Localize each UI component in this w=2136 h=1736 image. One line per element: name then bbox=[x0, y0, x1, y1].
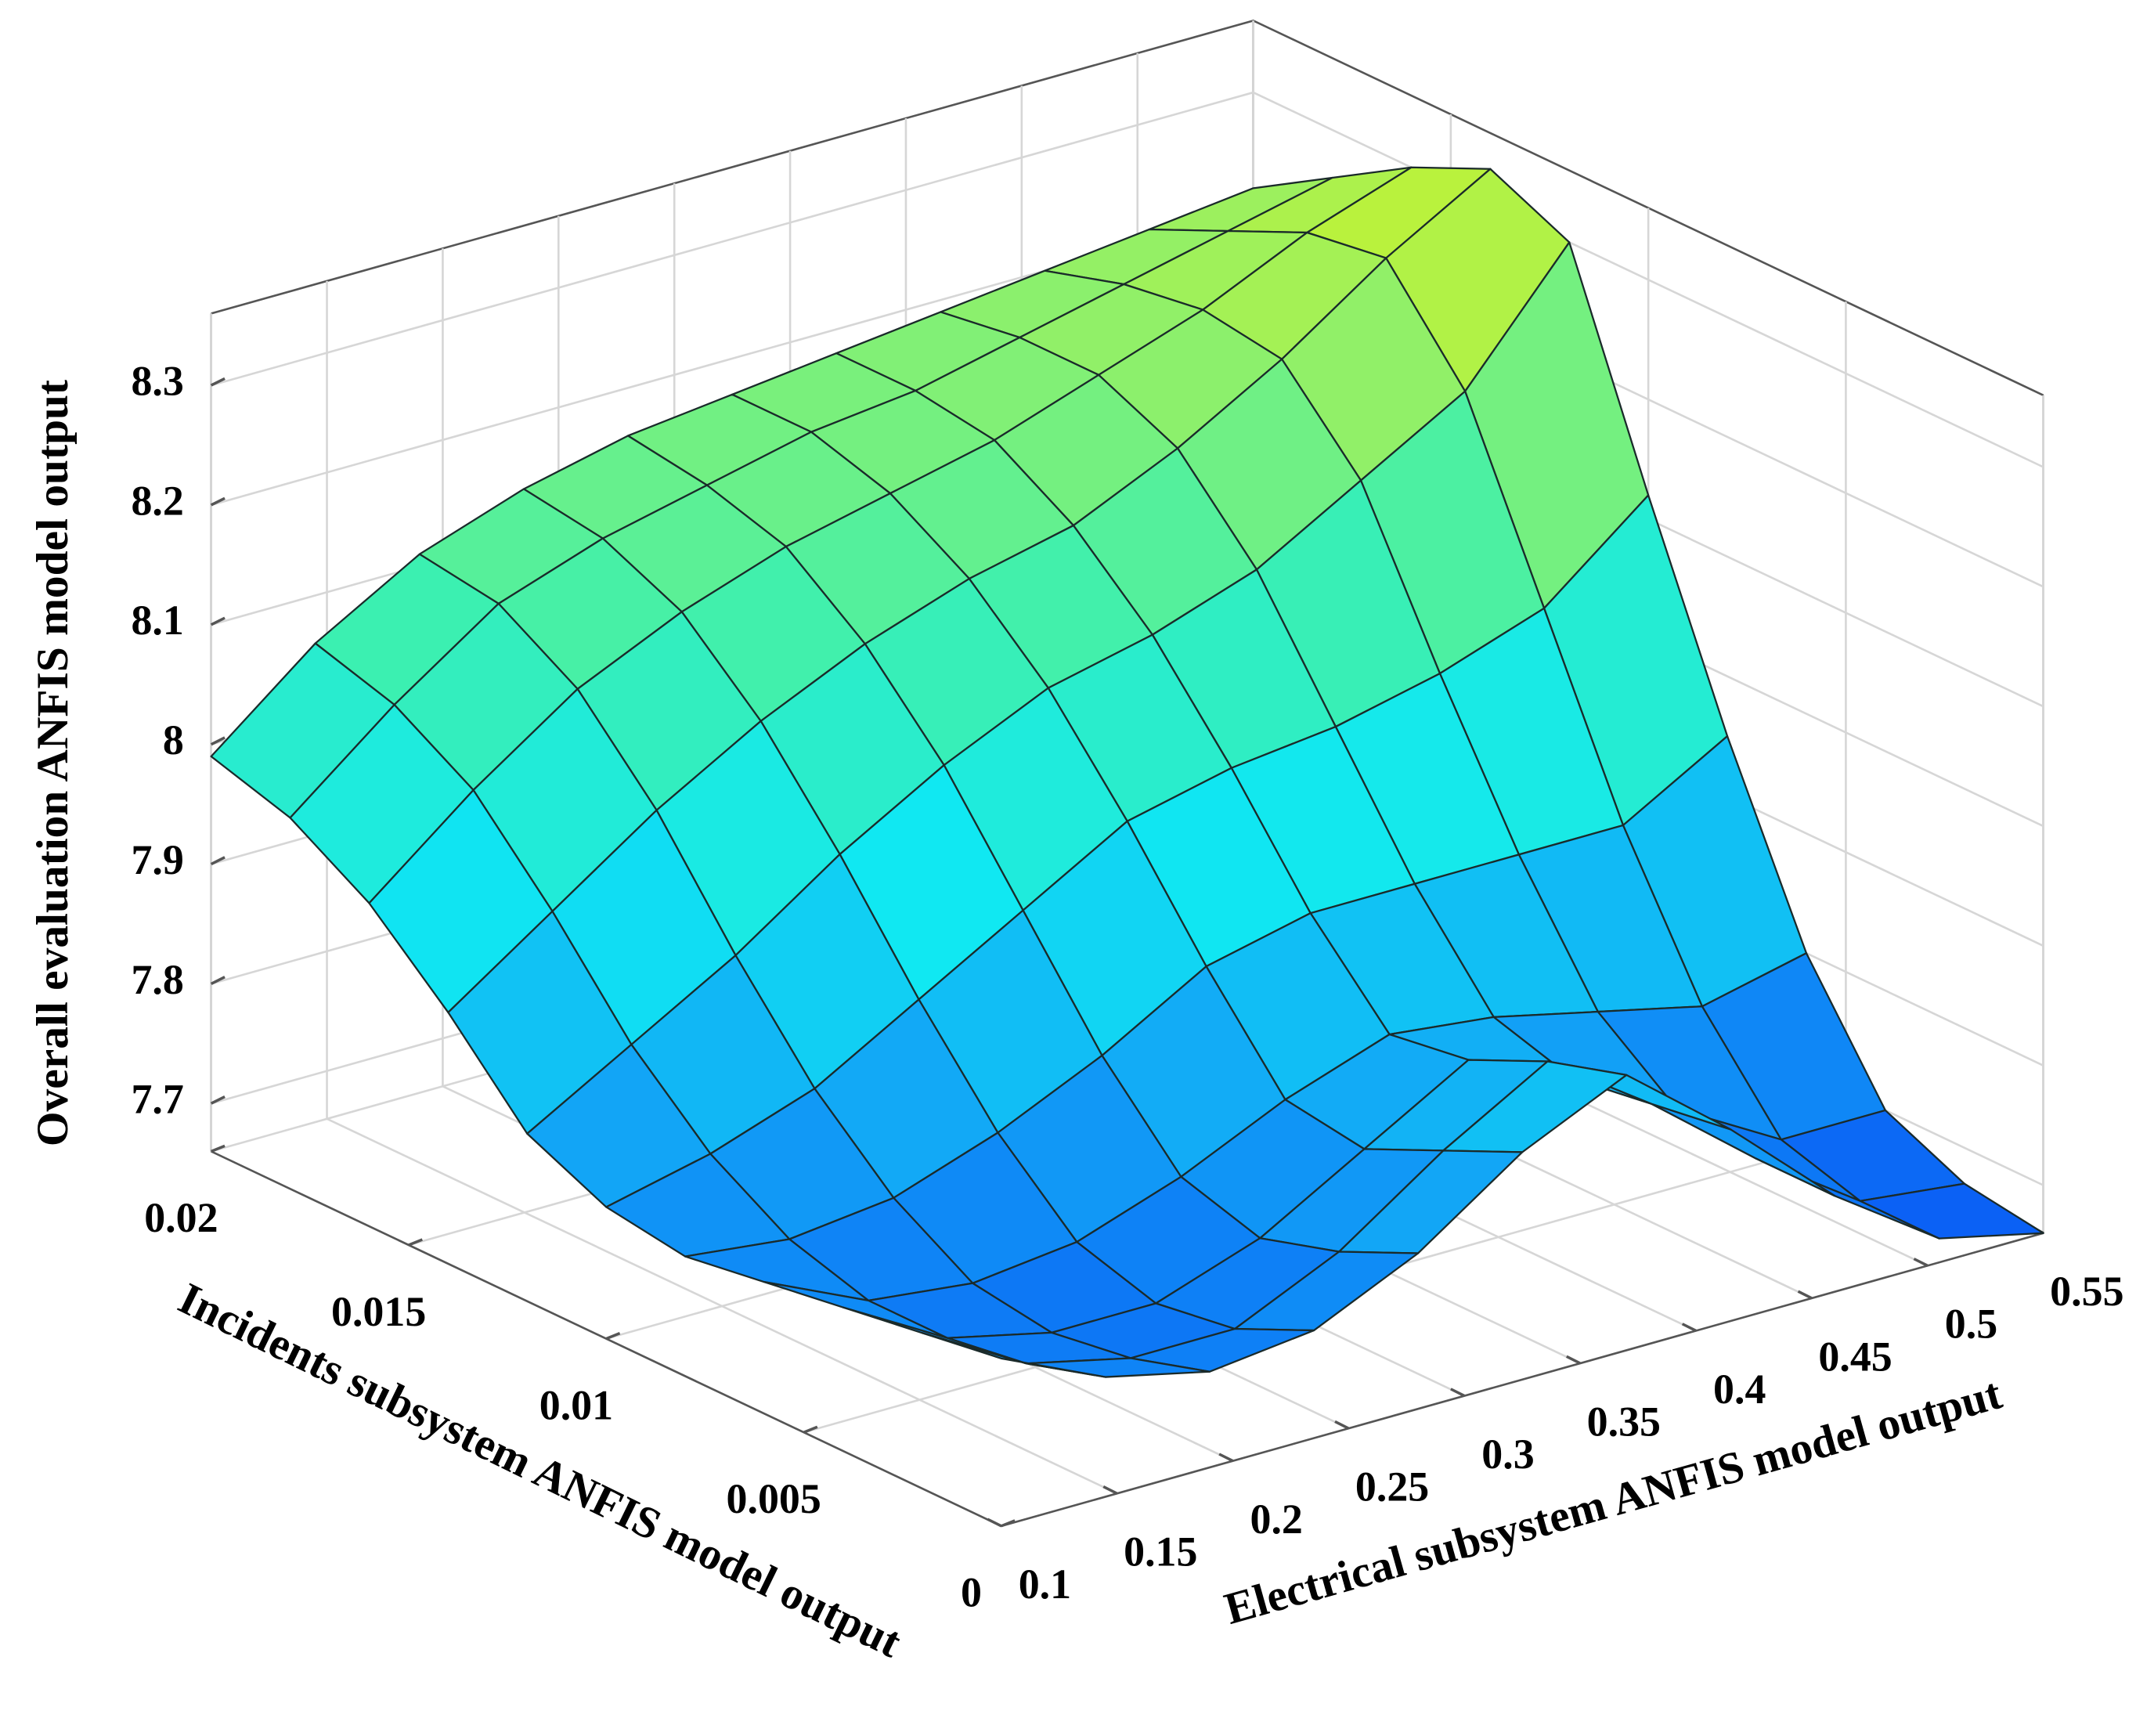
grid-line bbox=[211, 91, 2044, 468]
surface-patch bbox=[921, 1332, 1106, 1378]
y-tick bbox=[408, 1238, 423, 1247]
x-tick bbox=[1913, 1258, 1929, 1267]
z-tick-label: 7.7 bbox=[131, 1076, 183, 1123]
y-tick bbox=[605, 1332, 621, 1341]
y-tick bbox=[803, 1425, 818, 1434]
y-tick-label: 0.01 bbox=[539, 1381, 613, 1428]
x-tick-label: 0.5 bbox=[1945, 1301, 1997, 1348]
z-tick bbox=[210, 377, 226, 387]
z-tick-label: 7.9 bbox=[131, 836, 183, 883]
z-tick bbox=[210, 496, 226, 507]
x-tick-label: 0.3 bbox=[1481, 1431, 1534, 1478]
x-tick-label: 0.55 bbox=[2050, 1268, 2123, 1315]
z-tick bbox=[210, 856, 226, 866]
x-tick-label: 0.35 bbox=[1587, 1398, 1661, 1445]
z-tick-label: 8.1 bbox=[131, 597, 183, 644]
z-tick bbox=[210, 976, 226, 985]
y-tick bbox=[1001, 1519, 1016, 1528]
x-tick bbox=[1334, 1420, 1350, 1430]
z-tick bbox=[210, 1095, 226, 1105]
x-tick-label: 0.1 bbox=[1019, 1561, 1071, 1608]
x-tick bbox=[1565, 1355, 1581, 1365]
x-tick bbox=[987, 1518, 1002, 1528]
x-tick-label: 0.25 bbox=[1355, 1464, 1429, 1510]
x-tick-label: 0.4 bbox=[1713, 1366, 1766, 1413]
y-tick-label: 0.005 bbox=[727, 1475, 821, 1522]
x-tick-label: 0.45 bbox=[1818, 1333, 1892, 1380]
z-tick bbox=[210, 616, 226, 626]
x-tick bbox=[1450, 1388, 1466, 1398]
z-tick-label: 7.8 bbox=[131, 956, 183, 1003]
x-tick bbox=[1797, 1290, 1813, 1300]
z-axis-label: Overall evaluation ANFIS model output bbox=[28, 380, 78, 1146]
x-tick bbox=[1218, 1453, 1234, 1463]
z-tick-label: 8 bbox=[163, 716, 184, 763]
z-tick-label: 8.2 bbox=[131, 477, 183, 524]
x-tick-label: 0.2 bbox=[1250, 1496, 1302, 1543]
y-tick bbox=[211, 1144, 226, 1153]
y-axis-label: Incidents subsystem ANFIS model output bbox=[171, 1274, 908, 1668]
y-tick-label: 0.015 bbox=[331, 1288, 426, 1335]
z-tick-label: 8.3 bbox=[131, 357, 183, 404]
x-tick bbox=[1681, 1323, 1697, 1333]
y-tick-label: 0 bbox=[961, 1569, 982, 1616]
z-tick bbox=[210, 736, 226, 746]
y-tick-label: 0.02 bbox=[144, 1194, 218, 1241]
x-tick-label: 0.15 bbox=[1124, 1528, 1197, 1575]
x-tick bbox=[1102, 1485, 1118, 1495]
